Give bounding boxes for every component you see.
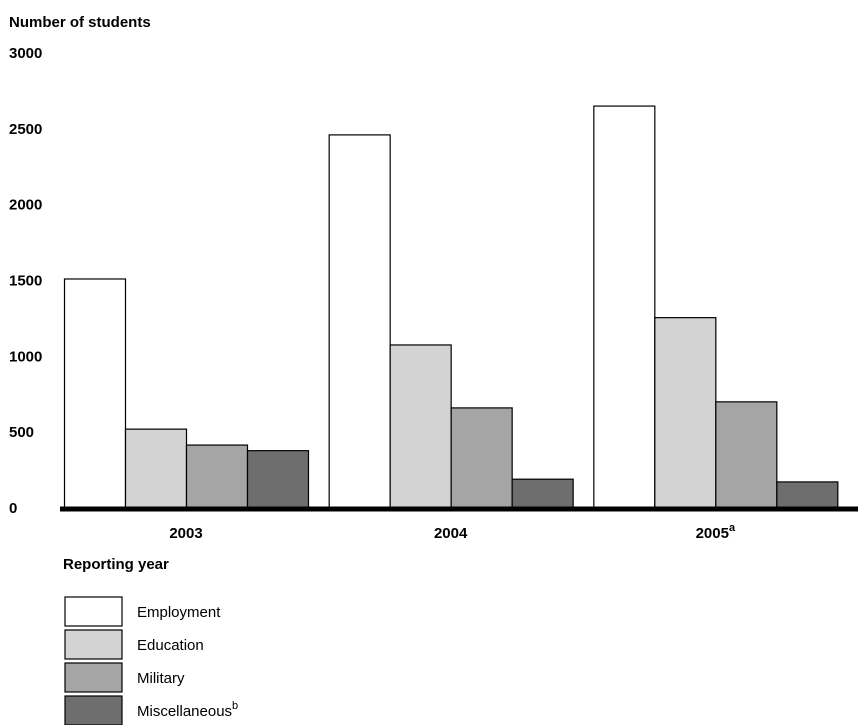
legend-label-education: Education xyxy=(137,637,204,654)
bar-miscellaneous-2003 xyxy=(246,450,310,509)
bar-military-2004 xyxy=(450,407,513,509)
legend-swatch-military xyxy=(64,662,123,693)
legend-label-military: Military xyxy=(137,670,185,687)
y-axis-title: Number of students xyxy=(9,14,151,31)
bar-employment-2003 xyxy=(63,278,127,509)
bar-military-2003 xyxy=(185,444,249,509)
bar-miscellaneous-2004 xyxy=(511,478,574,509)
legend: Employment Education Military Miscellaneous… xyxy=(64,596,238,725)
y-tick-label: 2500 xyxy=(9,121,42,138)
y-tick-label: 1000 xyxy=(9,348,42,365)
legend-label-miscellaneous: Miscellaneousb xyxy=(137,700,238,720)
x-tick-label: 2004 xyxy=(434,525,468,542)
bar-military-2005 xyxy=(715,401,778,509)
bar-employment-2004 xyxy=(328,134,391,509)
x-tick-label: 2005a xyxy=(696,522,736,542)
bars xyxy=(63,105,839,509)
bar-education-2003 xyxy=(124,428,188,509)
y-tick-label: 1500 xyxy=(9,273,42,290)
x-axis-ticks: 2003 2004 2005a xyxy=(169,522,736,542)
y-tick-label: 3000 xyxy=(9,45,42,62)
y-tick-label: 2000 xyxy=(9,197,42,214)
x-tick-label: 2003 xyxy=(169,525,202,542)
legend-swatch-miscellaneous xyxy=(64,695,123,725)
bar-education-2005 xyxy=(654,317,717,509)
x-axis-title: Reporting year xyxy=(63,556,169,573)
y-tick-label: 0 xyxy=(9,500,17,517)
legend-label-employment: Employment xyxy=(137,604,221,621)
bar-miscellaneous-2005 xyxy=(776,481,839,509)
y-tick-label: 500 xyxy=(9,424,34,441)
y-axis-ticks: 0 500 1000 1500 2000 2500 3000 xyxy=(9,45,42,517)
bar-education-2004 xyxy=(389,344,452,509)
legend-swatch-employment xyxy=(64,596,123,627)
bar-employment-2005 xyxy=(593,105,656,509)
legend-swatch-education xyxy=(64,629,123,660)
